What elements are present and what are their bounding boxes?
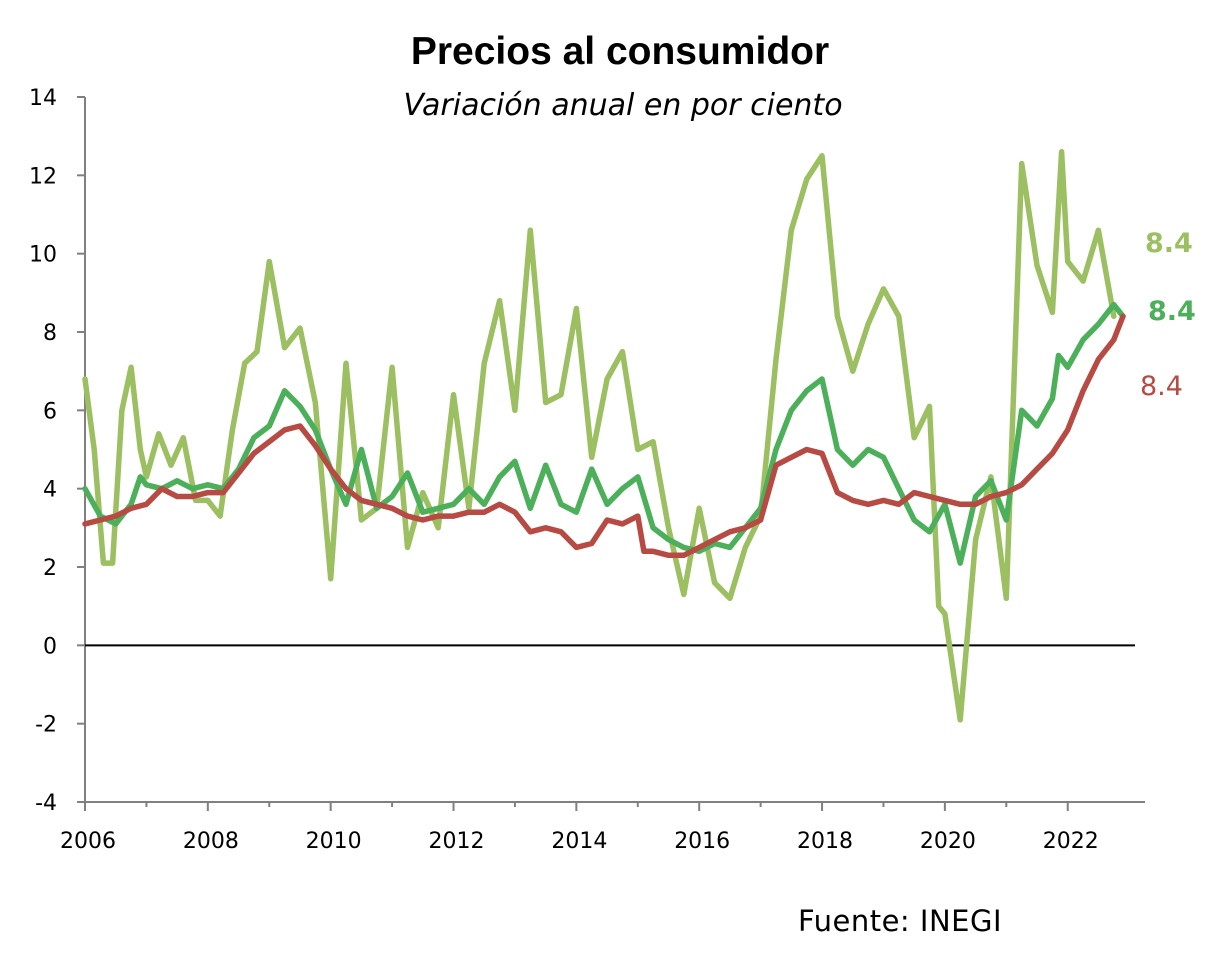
y-tick-label: -4 bbox=[35, 791, 57, 816]
x-tick-label: 2016 bbox=[674, 829, 730, 854]
y-tick-label: 6 bbox=[43, 399, 57, 424]
y-tick-label: 10 bbox=[29, 243, 57, 268]
end-value-label: 8.4 bbox=[1148, 296, 1196, 327]
y-tick-label: 2 bbox=[43, 556, 57, 581]
chart-axes: -4 -2 0 2 4 6 8 10 12 14 2006 2008 2010 2012 2014 2016 2… bbox=[29, 86, 1145, 854]
y-tick-label: 14 bbox=[29, 86, 57, 111]
series-line-1 bbox=[82, 301, 1126, 566]
end-value-label: 8.4 bbox=[1145, 228, 1193, 259]
series-line-2 bbox=[82, 149, 1117, 723]
chart-title: Precios al consumidor bbox=[410, 30, 830, 73]
x-tick-label: 2020 bbox=[920, 829, 976, 854]
y-tick-label: 4 bbox=[43, 478, 57, 503]
y-tick-label: 8 bbox=[43, 321, 57, 346]
x-tick-label: 2008 bbox=[183, 829, 239, 854]
x-tick-label: 2006 bbox=[60, 829, 116, 854]
x-tick-label: 2010 bbox=[306, 829, 362, 854]
chart-series-group bbox=[82, 149, 1126, 723]
y-tick-label: 12 bbox=[29, 164, 57, 189]
y-tick-label: -2 bbox=[35, 713, 57, 738]
series-line-0 bbox=[82, 313, 1126, 559]
x-tick-label: 2014 bbox=[551, 829, 607, 854]
end-value-label: 8.4 bbox=[1140, 371, 1183, 402]
y-tick-label: 0 bbox=[43, 634, 57, 659]
x-tick-label: 2022 bbox=[1043, 829, 1099, 854]
chart-subtitle: Variación anual en por ciento bbox=[403, 88, 843, 123]
chart-end-labels: 8.4 8.4 8.4 bbox=[1140, 228, 1196, 402]
x-tick-label: 2012 bbox=[429, 829, 485, 854]
x-tick-label: 2018 bbox=[797, 829, 853, 854]
source-note: Fuente: INEGI bbox=[798, 904, 1002, 938]
